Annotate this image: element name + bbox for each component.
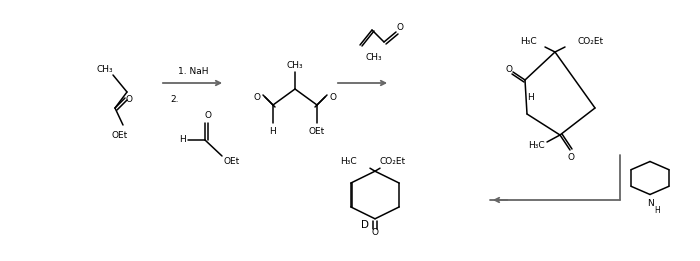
Text: CH₃: CH₃ bbox=[365, 54, 382, 62]
Text: D: D bbox=[360, 220, 369, 230]
Text: H₃C: H₃C bbox=[340, 157, 357, 166]
Text: N: N bbox=[647, 199, 653, 208]
Text: CH₃: CH₃ bbox=[287, 61, 303, 69]
Text: 1. NaH: 1. NaH bbox=[178, 68, 209, 76]
Text: O: O bbox=[505, 66, 512, 74]
Text: CH₃: CH₃ bbox=[97, 66, 113, 74]
Text: O: O bbox=[253, 92, 260, 102]
Text: CO₂Et: CO₂Et bbox=[577, 38, 603, 46]
Text: O: O bbox=[204, 111, 211, 121]
Text: O: O bbox=[568, 153, 575, 163]
Text: OEt: OEt bbox=[112, 130, 128, 139]
Text: H: H bbox=[270, 127, 276, 135]
Text: O: O bbox=[372, 228, 379, 237]
Text: O: O bbox=[330, 92, 337, 102]
Text: OEt: OEt bbox=[309, 127, 325, 135]
Text: H₃C: H₃C bbox=[528, 140, 545, 150]
Text: 2.: 2. bbox=[170, 96, 178, 104]
Text: H: H bbox=[178, 135, 186, 145]
Text: O: O bbox=[396, 22, 403, 32]
Text: CO₂Et: CO₂Et bbox=[380, 157, 406, 166]
Text: H: H bbox=[654, 206, 660, 215]
Text: H₃C: H₃C bbox=[520, 38, 537, 46]
Text: H: H bbox=[526, 93, 533, 103]
Text: OEt: OEt bbox=[224, 157, 240, 167]
Text: O: O bbox=[125, 96, 132, 104]
